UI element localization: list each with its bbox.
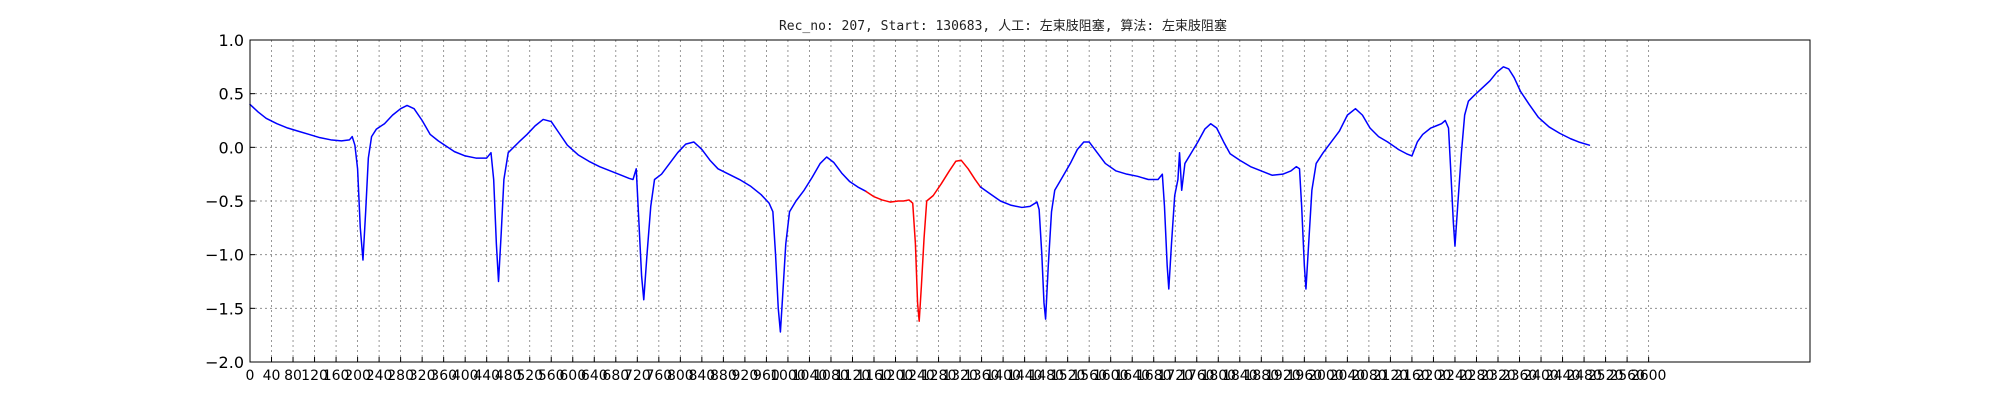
x-tick-label: 2160 [1394, 368, 1430, 384]
ecg-series-3 [979, 66, 1591, 320]
x-tick-label: 1880 [1243, 368, 1279, 384]
ecg-series-2 [865, 159, 982, 322]
x-tick-label: 960 [753, 368, 780, 384]
x-tick-label: 280 [387, 368, 414, 384]
x-tick-label: 1960 [1287, 368, 1323, 384]
x-tick-label: 2120 [1373, 368, 1409, 384]
y-axis: 1.0 0.5 0.0 −0.5 −1.0 −1.5 −2.0 [205, 31, 255, 372]
x-tick-label: 1000 [770, 368, 806, 384]
x-tick-label: 2560 [1609, 368, 1645, 384]
x-tick-label: 2320 [1480, 368, 1516, 384]
x-tick-label: 1240 [899, 368, 935, 384]
y-tick-label: −0.5 [205, 192, 244, 211]
x-tick-label: 2400 [1523, 368, 1559, 384]
x-tick-label: 2600 [1631, 368, 1667, 384]
x-tick-label: 1280 [921, 368, 957, 384]
x-tick-label: 1560 [1071, 368, 1107, 384]
x-tick-label: 240 [366, 368, 393, 384]
y-tick-label: 0.5 [219, 85, 244, 104]
x-tick-label: 1080 [813, 368, 849, 384]
x-tick-label: 120 [301, 368, 328, 384]
x-tick-label: 2080 [1351, 368, 1387, 384]
x-tick-label: 1120 [835, 368, 871, 384]
x-tick-label: 400 [452, 368, 479, 384]
x-tick-label: 1920 [1265, 368, 1301, 384]
x-tick-label: 1600 [1093, 368, 1129, 384]
x-tick-label: 2280 [1459, 368, 1495, 384]
x-tick-label: 320 [409, 368, 436, 384]
x-tick-label: 1760 [1179, 368, 1215, 384]
x-tick-label: 2360 [1502, 368, 1538, 384]
y-tick-label: −2.0 [205, 353, 244, 372]
y-tick-label: 0.0 [219, 138, 244, 157]
x-tick-label: 2480 [1566, 368, 1602, 384]
x-tick-label: 0 [246, 368, 255, 384]
x-tick-label: 2200 [1416, 368, 1452, 384]
x-tick-label: 640 [581, 368, 608, 384]
x-tick-label: 1160 [856, 368, 892, 384]
x-tick-label: 800 [667, 368, 694, 384]
chart-title: Rec_no: 207, Start: 130683, 人工: 左束肢阻塞, 算… [779, 18, 1227, 34]
x-tick-label: 2520 [1588, 368, 1624, 384]
x-tick-label: 1320 [942, 368, 978, 384]
x-tick-label: 680 [602, 368, 629, 384]
x-tick-label: 1440 [1007, 368, 1043, 384]
x-tick-label: 560 [538, 368, 565, 384]
x-tick-label: 840 [688, 368, 715, 384]
x-tick-label: 1400 [985, 368, 1021, 384]
x-tick-label: 1640 [1114, 368, 1150, 384]
x-tick-label: 360 [430, 368, 457, 384]
x-tick-label: 480 [495, 368, 522, 384]
x-tick-label: 1800 [1200, 368, 1236, 384]
x-tick-label: 2000 [1308, 368, 1344, 384]
x-tick-label: 1040 [792, 368, 828, 384]
x-tick-label: 1680 [1136, 368, 1172, 384]
x-tick-label: 880 [710, 368, 737, 384]
x-tick-label: 2040 [1330, 368, 1366, 384]
x-tick-label: 2240 [1437, 368, 1473, 384]
x-tick-label: 80 [284, 368, 302, 384]
x-tick-label: 1200 [878, 368, 914, 384]
x-tick-label: 2440 [1545, 368, 1581, 384]
grid [250, 40, 1810, 362]
x-tick-label: 1360 [964, 368, 1000, 384]
series-group [249, 66, 1591, 333]
y-tick-label: 1.0 [219, 31, 244, 50]
x-axis: 0 40 80 12016020024028032036040044048052056… [246, 357, 1667, 384]
x-tick-label: 1720 [1157, 368, 1193, 384]
x-tick-label: 720 [624, 368, 651, 384]
x-tick-label: 760 [645, 368, 672, 384]
x-tick-label: 1840 [1222, 368, 1258, 384]
x-tick-label: 600 [559, 368, 586, 384]
x-tick-label: 1480 [1028, 368, 1064, 384]
y-tick-label: −1.5 [205, 299, 244, 318]
y-tick-label: −1.0 [205, 246, 244, 265]
x-tick-label: 200 [344, 368, 371, 384]
x-tick-label: 160 [323, 368, 350, 384]
x-tick-label: 520 [516, 368, 543, 384]
x-tick-label: 1520 [1050, 368, 1086, 384]
x-tick-label: 920 [732, 368, 759, 384]
x-tick-label: 40 [263, 368, 281, 384]
x-tick-label: 440 [473, 368, 500, 384]
ecg-series-1 [249, 103, 867, 333]
